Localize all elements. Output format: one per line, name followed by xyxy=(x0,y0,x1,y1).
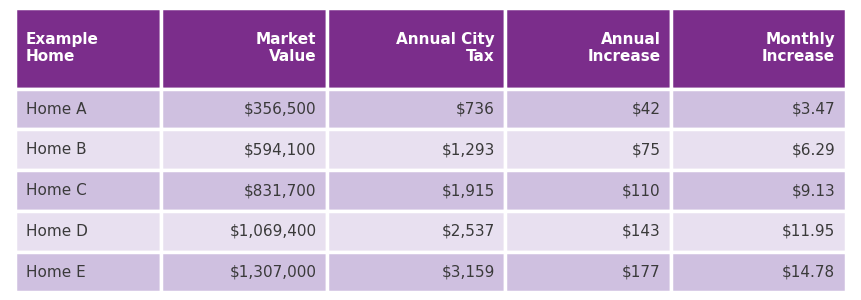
FancyBboxPatch shape xyxy=(15,170,161,211)
FancyBboxPatch shape xyxy=(672,170,846,211)
Text: $6.29: $6.29 xyxy=(791,142,835,158)
FancyBboxPatch shape xyxy=(672,211,846,252)
Text: $1,293: $1,293 xyxy=(442,142,495,158)
FancyBboxPatch shape xyxy=(326,252,505,292)
FancyBboxPatch shape xyxy=(505,130,672,170)
FancyBboxPatch shape xyxy=(161,252,326,292)
FancyBboxPatch shape xyxy=(672,130,846,170)
Text: $1,307,000: $1,307,000 xyxy=(229,265,316,280)
FancyBboxPatch shape xyxy=(505,170,672,211)
Text: $177: $177 xyxy=(623,265,661,280)
FancyBboxPatch shape xyxy=(326,130,505,170)
Text: $14.78: $14.78 xyxy=(782,265,835,280)
Text: $11.95: $11.95 xyxy=(782,224,835,239)
Text: $143: $143 xyxy=(623,224,661,239)
FancyBboxPatch shape xyxy=(326,170,505,211)
FancyBboxPatch shape xyxy=(672,8,846,89)
Text: $356,500: $356,500 xyxy=(244,102,316,117)
Text: $110: $110 xyxy=(623,183,661,198)
FancyBboxPatch shape xyxy=(15,89,161,130)
Text: $594,100: $594,100 xyxy=(244,142,316,158)
Text: Home E: Home E xyxy=(26,265,85,280)
FancyBboxPatch shape xyxy=(505,252,672,292)
Text: Annual
Increase: Annual Increase xyxy=(588,32,661,64)
Text: $2,537: $2,537 xyxy=(442,224,495,239)
FancyBboxPatch shape xyxy=(672,252,846,292)
FancyBboxPatch shape xyxy=(505,8,672,89)
Text: $9.13: $9.13 xyxy=(791,183,835,198)
Text: Home C: Home C xyxy=(26,183,87,198)
FancyBboxPatch shape xyxy=(326,89,505,130)
Text: Example
Home: Example Home xyxy=(26,32,99,64)
Text: $1,915: $1,915 xyxy=(442,183,495,198)
Text: Monthly
Increase: Monthly Increase xyxy=(762,32,835,64)
Text: $42: $42 xyxy=(632,102,661,117)
Text: $831,700: $831,700 xyxy=(244,183,316,198)
FancyBboxPatch shape xyxy=(505,211,672,252)
Text: Home B: Home B xyxy=(26,142,86,158)
FancyBboxPatch shape xyxy=(15,8,161,89)
Text: $75: $75 xyxy=(632,142,661,158)
Text: Annual City
Tax: Annual City Tax xyxy=(396,32,495,64)
Text: $736: $736 xyxy=(456,102,495,117)
FancyBboxPatch shape xyxy=(15,130,161,170)
FancyBboxPatch shape xyxy=(326,211,505,252)
FancyBboxPatch shape xyxy=(161,211,326,252)
FancyBboxPatch shape xyxy=(161,130,326,170)
FancyBboxPatch shape xyxy=(505,89,672,130)
FancyBboxPatch shape xyxy=(161,170,326,211)
Text: Home A: Home A xyxy=(26,102,86,117)
Text: Market
Value: Market Value xyxy=(256,32,316,64)
FancyBboxPatch shape xyxy=(326,8,505,89)
FancyBboxPatch shape xyxy=(15,252,161,292)
Text: $3.47: $3.47 xyxy=(791,102,835,117)
FancyBboxPatch shape xyxy=(15,211,161,252)
Text: $3,159: $3,159 xyxy=(442,265,495,280)
Text: Home D: Home D xyxy=(26,224,88,239)
FancyBboxPatch shape xyxy=(161,89,326,130)
FancyBboxPatch shape xyxy=(672,89,846,130)
FancyBboxPatch shape xyxy=(161,8,326,89)
Text: $1,069,400: $1,069,400 xyxy=(229,224,316,239)
